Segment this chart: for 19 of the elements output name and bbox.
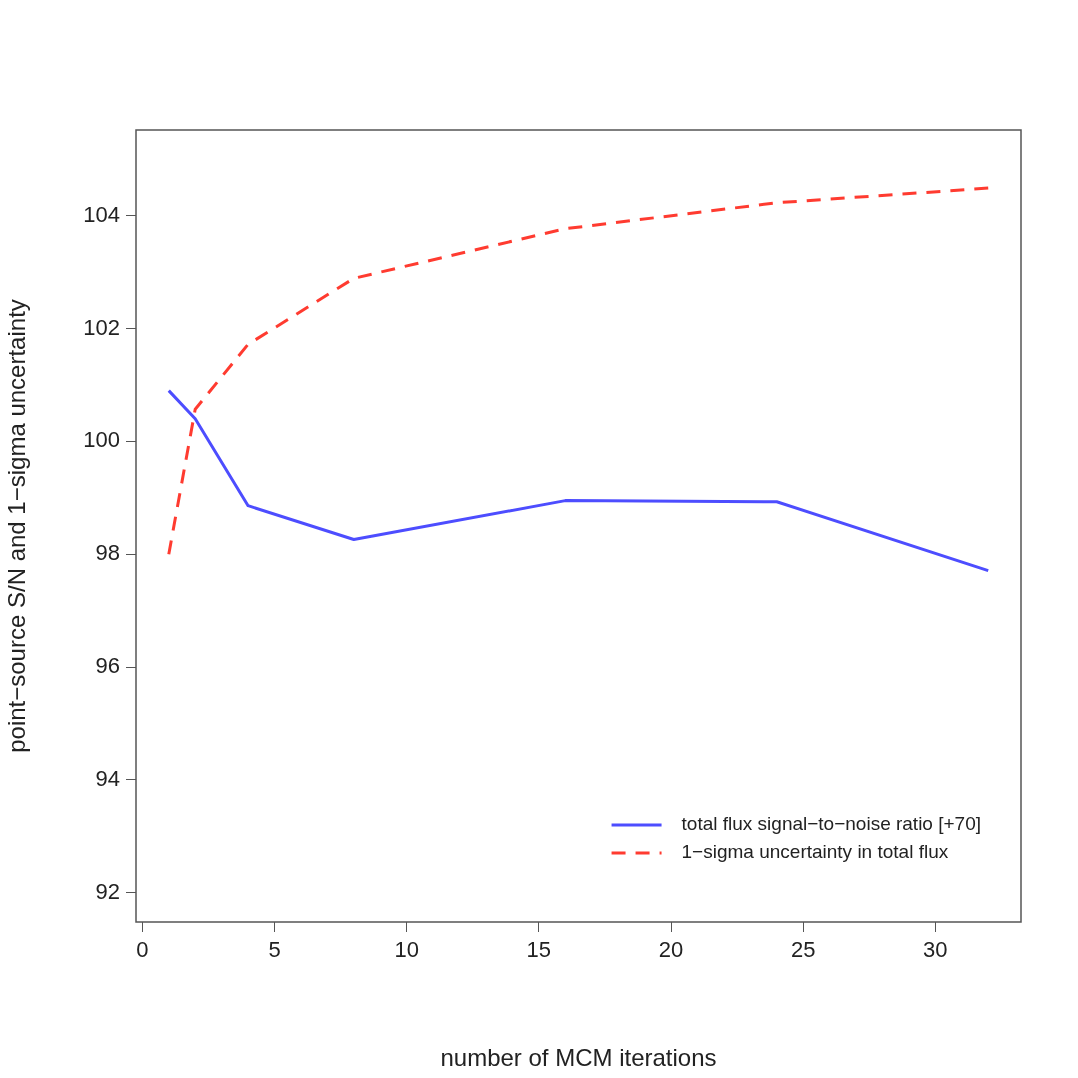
x-tick-label: 30 [923, 937, 948, 963]
y-axis-title: point−source S/N and 1−sigma uncertainty [3, 299, 31, 753]
x-axis-title: number of MCM iterations [440, 1044, 717, 1072]
x-tick-label: 10 [394, 937, 419, 963]
x-tick-label: 25 [790, 937, 816, 963]
x-tick-label: 20 [658, 937, 684, 963]
x-tick-label: 0 [136, 937, 149, 963]
y-tick-label: 98 [95, 540, 120, 566]
legend-label: 1−sigma uncertainty in total flux [681, 841, 949, 863]
y-tick-label: 94 [95, 765, 120, 791]
legend-label: total flux signal−to−noise ratio [+70] [681, 813, 982, 835]
y-tick-label: 102 [83, 314, 120, 340]
x-tick-label: 15 [526, 937, 552, 963]
y-tick-label: 100 [83, 427, 120, 453]
y-tick-label: 96 [95, 653, 120, 679]
y-tick-label: 104 [83, 201, 120, 227]
line-series [167, 186, 990, 556]
y-tick-label: 92 [95, 878, 120, 904]
x-tick-label: 5 [268, 937, 281, 963]
